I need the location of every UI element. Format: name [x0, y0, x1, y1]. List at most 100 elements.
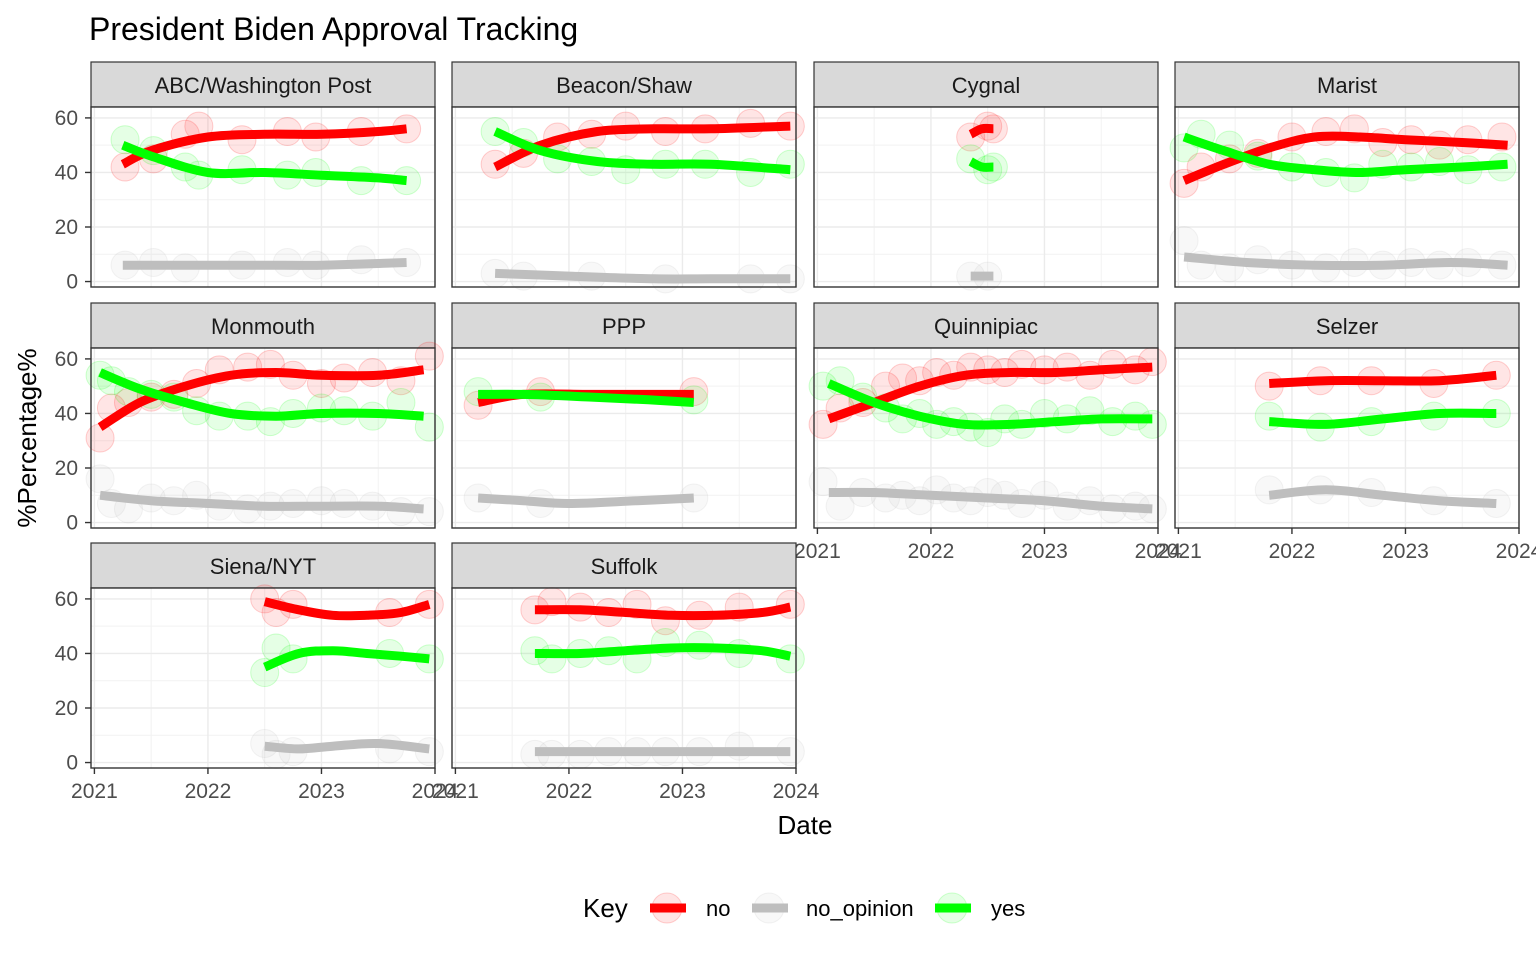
series-line-yes [827, 379, 1153, 430]
legend-label: no_opinion [806, 896, 914, 921]
panel-border [451, 587, 797, 769]
panel-border [90, 106, 436, 288]
facet-strip [813, 302, 1159, 349]
series-line-no [968, 123, 994, 139]
facet-panels: ABC/Washington Post 0 20 40 60 Beacon/Shaw Cyg… [55, 61, 1536, 803]
facet-label: Cygnal [952, 73, 1020, 98]
x-tick-label: 2022 [908, 540, 955, 563]
legend-label: no [706, 896, 730, 921]
panel-border [813, 106, 1159, 288]
facet-label: PPP [602, 314, 646, 339]
facet-label: Monmouth [211, 314, 315, 339]
series-line-yes [262, 646, 430, 672]
x-tick-label: 2021 [71, 780, 118, 803]
x-tick-label: 2022 [1269, 540, 1316, 563]
facet-strip [451, 542, 797, 589]
series-line-no [1182, 131, 1508, 185]
facet-panel: PPP [451, 302, 797, 529]
facet-strip [451, 302, 797, 349]
facet-panel: Suffolk 2021 2022 2023 2024 [432, 542, 820, 803]
x-tick-label: 2021 [1155, 540, 1202, 563]
facet-strip [90, 542, 436, 589]
facet-strip [90, 61, 436, 108]
x-tick-label: 2023 [659, 780, 706, 803]
data-point-no [227, 125, 257, 155]
data-point-yes [775, 149, 805, 179]
y-tick-label: 40 [55, 161, 78, 184]
facet-label: Quinnipiac [934, 314, 1038, 339]
facet-label: Suffolk [591, 554, 659, 579]
x-tick-label: 2022 [546, 780, 593, 803]
facet-panel: Cygnal [813, 61, 1159, 291]
facet-panel: Selzer 2021 2022 2023 2024 [1155, 302, 1536, 563]
panel-border [451, 347, 797, 529]
x-tick-label: 2023 [298, 780, 345, 803]
y-tick-label: 20 [55, 697, 78, 720]
panel-border [90, 587, 436, 769]
legend: Key no no_opinion yes [583, 892, 1025, 924]
x-tick-label: 2023 [1021, 540, 1068, 563]
data-point-yes [775, 644, 805, 674]
facet-panel: Siena/NYT 0 20 40 60 2021 2022 2023 2024 [55, 542, 459, 803]
x-axis-label: Date [778, 810, 833, 840]
y-tick-label: 0 [66, 752, 78, 775]
series-line-no [263, 597, 431, 621]
series-line-yes [534, 643, 792, 661]
legend-label: yes [991, 896, 1025, 921]
legend-title: Key [583, 893, 628, 923]
data-point-no [775, 589, 805, 619]
series-line-yes [98, 368, 424, 421]
facet-label: Beacon/Shaw [556, 73, 692, 98]
y-tick-label: 60 [55, 588, 78, 611]
series-line-no_opinion [122, 258, 407, 270]
facet-strip [451, 61, 797, 108]
legend-item-no: no [650, 892, 730, 924]
series-line-yes [1268, 408, 1497, 429]
panel-border [1174, 347, 1520, 529]
series-line-no [120, 124, 408, 169]
series-line-no_opinion [99, 490, 424, 514]
y-axis-label: %Percentage% [12, 348, 42, 527]
x-tick-label: 2023 [1382, 540, 1429, 563]
series-line-yes [478, 389, 695, 407]
facet-strip [1174, 61, 1520, 108]
data-point-no [414, 341, 444, 371]
series-line-no_opinion [1183, 252, 1508, 270]
series-line-yes [1182, 132, 1508, 177]
facet-label: Marist [1317, 73, 1377, 98]
panel-border [1174, 106, 1520, 288]
data-point-no [85, 423, 115, 453]
x-tick-label: 2021 [794, 540, 841, 563]
legend-item-yes: yes [935, 892, 1025, 924]
x-tick-label: 2024 [1135, 540, 1182, 563]
y-tick-label: 40 [55, 642, 78, 665]
x-tick-label: 2024 [773, 780, 820, 803]
series-line-yes [968, 157, 994, 172]
series-line-no_opinion [1268, 485, 1497, 508]
facet-panel: ABC/Washington Post 0 20 40 60 [55, 61, 436, 294]
series-line-no [1268, 370, 1497, 388]
series-line-no [534, 602, 792, 621]
y-tick-label: 60 [55, 107, 78, 130]
facet-label: Siena/NYT [210, 554, 316, 579]
facet-label: Selzer [1316, 314, 1378, 339]
plot-background [814, 107, 1158, 287]
series-line-no_opinion [264, 738, 430, 754]
facet-panel: Monmouth 0 20 40 60 [55, 302, 444, 535]
panel-border [451, 106, 797, 288]
series-line-no_opinion [828, 487, 1153, 514]
series-line-no_opinion [477, 493, 695, 508]
y-tick-label: 0 [66, 512, 78, 535]
series-line-yes [121, 140, 408, 186]
x-tick-label: 2024 [412, 780, 459, 803]
y-tick-label: 60 [55, 348, 78, 371]
facet-panel: Marist [1169, 61, 1520, 288]
facet-panel: Beacon/Shaw [451, 61, 805, 294]
legend-item-no_opinion: no_opinion [752, 892, 914, 924]
x-tick-label: 2021 [432, 780, 479, 803]
facet-strip [1174, 302, 1520, 349]
data-point-no_opinion [1169, 226, 1199, 256]
data-point-no_opinion [85, 464, 115, 494]
